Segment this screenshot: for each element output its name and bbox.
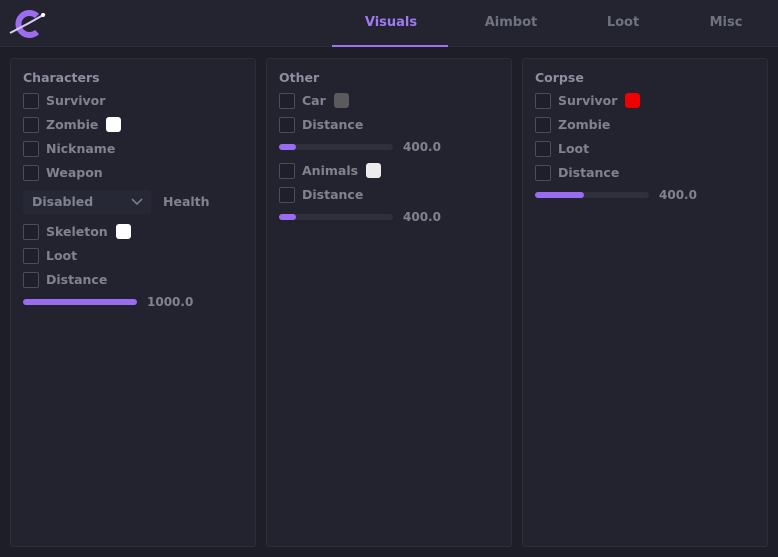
slider-value: 400.0	[659, 188, 697, 202]
checkbox-label[interactable]: Distance	[558, 165, 620, 180]
panel-title: Characters	[23, 70, 100, 85]
checkbox[interactable]	[23, 165, 39, 181]
checkbox-label[interactable]: Survivor	[558, 93, 618, 108]
checkbox[interactable]	[23, 93, 39, 109]
panel: Characters Survivor Zombie Nickname Weapon Di…	[10, 58, 256, 547]
checkbox-label[interactable]: Loot	[558, 141, 590, 156]
dropdown-value: Disabled	[32, 194, 94, 209]
checkbox-label[interactable]: Car	[302, 93, 326, 108]
checkbox-row: Nickname	[23, 141, 253, 159]
slider-fill	[535, 192, 585, 198]
panel-title: Corpse	[535, 70, 584, 85]
checkbox-row: Distance	[23, 272, 253, 290]
checkbox-row: Loot	[535, 141, 765, 159]
checkbox[interactable]	[23, 224, 39, 240]
checkbox-label[interactable]: Distance	[302, 187, 364, 202]
checkbox[interactable]	[279, 93, 295, 109]
slider-value: 400.0	[403, 210, 441, 224]
checkbox-row: Car	[279, 93, 509, 111]
color-swatch[interactable]	[106, 117, 121, 132]
slider-track[interactable]	[23, 299, 137, 305]
dropdown-label: Health	[163, 194, 210, 209]
checkbox[interactable]	[23, 141, 39, 157]
top-bar: Visuals Aimbot Loot Misc	[0, 0, 778, 47]
color-swatch[interactable]	[366, 163, 381, 178]
color-swatch[interactable]	[334, 93, 349, 108]
checkbox-row: Loot	[23, 248, 253, 266]
checkbox-label[interactable]: Distance	[46, 272, 108, 287]
tab[interactable]: Misc	[709, 15, 743, 30]
slider-track[interactable]	[279, 214, 393, 220]
checkbox-label[interactable]: Zombie	[46, 117, 99, 132]
panel-title: Other	[279, 70, 320, 85]
checkbox-row: Zombie	[535, 117, 765, 135]
color-swatch[interactable]	[116, 224, 131, 239]
checkbox-label[interactable]: Nickname	[46, 141, 116, 156]
slider-row: 1000.0	[23, 294, 253, 312]
slider-row: 400.0	[279, 139, 509, 157]
checkbox-label[interactable]: Skeleton	[46, 224, 108, 239]
slider-fill	[279, 144, 297, 150]
checkbox-label[interactable]: Loot	[46, 248, 78, 263]
panel: Other Car Distance 400.0 Animals Distance 400.…	[266, 58, 512, 547]
color-swatch[interactable]	[625, 93, 640, 108]
checkbox-label[interactable]: Weapon	[46, 165, 103, 180]
checkbox[interactable]	[279, 117, 295, 133]
checkbox[interactable]	[23, 117, 39, 133]
checkbox[interactable]	[23, 248, 39, 264]
tab[interactable]: Visuals	[364, 15, 418, 30]
slider-fill	[23, 299, 137, 305]
checkbox[interactable]	[535, 141, 551, 157]
checkbox-label[interactable]: Distance	[302, 117, 364, 132]
slider-track[interactable]	[535, 192, 649, 198]
panel: Corpse Survivor Zombie Loot Distance 400.0	[522, 58, 768, 547]
tab[interactable]: Loot	[606, 15, 640, 30]
slider-value: 1000.0	[147, 295, 194, 309]
tab[interactable]: Aimbot	[484, 15, 538, 30]
tab-underline	[332, 45, 448, 47]
checkbox-row: Distance	[535, 165, 765, 183]
slider-fill	[279, 214, 297, 220]
checkbox[interactable]	[535, 117, 551, 133]
checkbox-label[interactable]: Zombie	[558, 117, 611, 132]
slider-row: 400.0	[535, 187, 765, 205]
dropdown-row: Disabled Health	[23, 190, 253, 214]
checkbox-row: Survivor	[23, 93, 253, 111]
checkbox-label[interactable]: Animals	[302, 163, 359, 178]
checkbox[interactable]	[535, 165, 551, 181]
checkbox-row: Distance	[279, 117, 509, 135]
checkbox[interactable]	[535, 93, 551, 109]
checkbox-row: Animals	[279, 163, 509, 181]
checkbox-row: Distance	[279, 187, 509, 205]
slider-value: 400.0	[403, 140, 441, 154]
checkbox-label[interactable]: Survivor	[46, 93, 106, 108]
checkbox[interactable]	[279, 187, 295, 203]
checkbox-row: Survivor	[535, 93, 765, 111]
checkbox[interactable]	[23, 272, 39, 288]
checkbox-row: Weapon	[23, 165, 253, 183]
dropdown-arrow	[131, 198, 143, 206]
slider-row: 400.0	[279, 209, 509, 227]
checkbox-row: Skeleton	[23, 224, 253, 242]
slider-track[interactable]	[279, 144, 393, 150]
checkbox-row: Zombie	[23, 117, 253, 135]
dropdown[interactable]: Disabled	[23, 190, 151, 214]
checkbox[interactable]	[279, 163, 295, 179]
logo	[9, 10, 46, 38]
